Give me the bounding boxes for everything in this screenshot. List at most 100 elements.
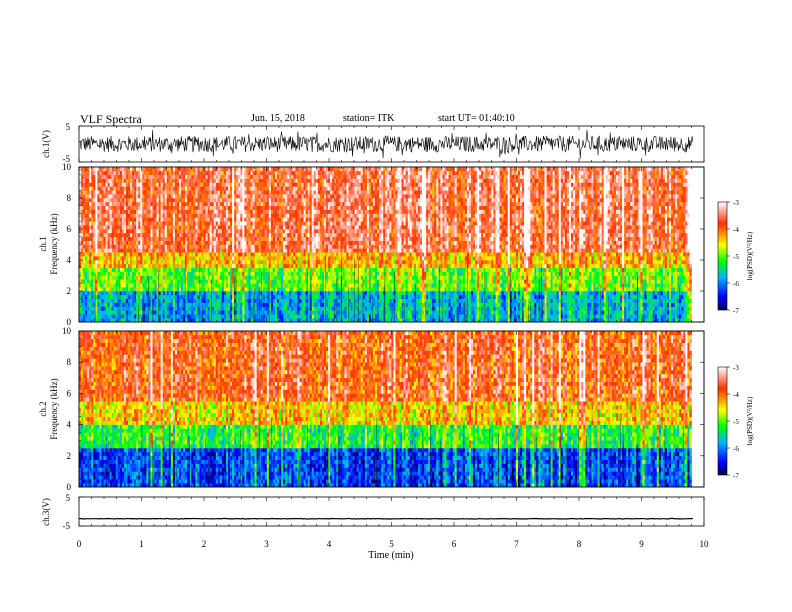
spectrogram-cell bbox=[236, 303, 238, 307]
spectrogram-cell bbox=[124, 233, 126, 237]
spectrogram-cell bbox=[146, 245, 148, 249]
spectrogram-cell bbox=[230, 233, 232, 237]
spectrogram-cell bbox=[236, 287, 238, 291]
spectrogram-cell bbox=[214, 241, 216, 245]
spectrogram-cell bbox=[206, 183, 208, 187]
spectrogram-cell bbox=[210, 171, 212, 175]
spectrogram-cell bbox=[177, 283, 179, 287]
spectrogram-cell bbox=[199, 183, 201, 187]
spectrogram-cell bbox=[289, 252, 291, 256]
spectrogram-cell bbox=[265, 310, 267, 314]
spectrogram-cell bbox=[128, 186, 130, 190]
spectrogram-cell bbox=[255, 241, 257, 245]
spectrogram-cell bbox=[89, 268, 91, 272]
spectrogram-cell bbox=[83, 233, 85, 237]
spectrogram-cell bbox=[295, 314, 297, 318]
spectrogram-cell bbox=[295, 279, 297, 283]
spectrogram-cell bbox=[197, 303, 199, 307]
spectrogram-cell bbox=[91, 307, 93, 311]
spectrogram-cell bbox=[95, 233, 97, 237]
spectrogram-cell bbox=[134, 287, 136, 291]
spectrogram-cell bbox=[300, 194, 302, 198]
spectrogram-cell bbox=[204, 221, 206, 225]
spectrogram-cell bbox=[171, 210, 173, 214]
spectrogram-cell bbox=[218, 314, 220, 318]
spectrogram-cell bbox=[240, 186, 242, 190]
spectrogram-cell bbox=[91, 190, 93, 194]
spectrogram-cell bbox=[232, 245, 234, 249]
spectrogram-cell bbox=[218, 217, 220, 221]
spectrogram-cell bbox=[171, 183, 173, 187]
spectrogram-cell bbox=[228, 272, 230, 276]
spectrogram-cell bbox=[175, 264, 177, 268]
spectrogram-cell bbox=[83, 310, 85, 314]
spectrogram-cell bbox=[206, 264, 208, 268]
spectrogram-cell bbox=[306, 190, 308, 194]
spectrogram-cell bbox=[101, 248, 103, 252]
spectrogram-cell bbox=[167, 307, 169, 311]
spectrogram-cell bbox=[210, 256, 212, 260]
spectrogram-cell bbox=[193, 283, 195, 287]
spectrogram-cell bbox=[226, 260, 228, 264]
spectrogram-cell bbox=[277, 303, 279, 307]
spectrogram-cell bbox=[138, 268, 140, 272]
spectrogram-cell bbox=[187, 291, 189, 295]
spectrogram-cell bbox=[312, 217, 314, 221]
spectrogram-cell bbox=[314, 183, 316, 187]
spectrogram-cell bbox=[246, 314, 248, 318]
spectrogram-cell bbox=[310, 194, 312, 198]
spectrogram-cell bbox=[244, 202, 246, 206]
spectrogram-cell bbox=[240, 291, 242, 295]
spectrogram-cell bbox=[104, 198, 106, 202]
spectrogram-cell bbox=[246, 233, 248, 237]
spectrogram-cell bbox=[220, 287, 222, 291]
spectrogram-cell bbox=[312, 183, 314, 187]
spectrogram-cell bbox=[236, 276, 238, 280]
spectrogram-cell bbox=[116, 248, 118, 252]
spectrogram-cell bbox=[124, 175, 126, 179]
spectrogram-cell bbox=[232, 206, 234, 210]
spectrogram-cell bbox=[316, 264, 318, 268]
spectrogram-cell bbox=[167, 186, 169, 190]
spectrogram-cell bbox=[130, 210, 132, 214]
spectrogram-cell bbox=[275, 167, 277, 171]
spectrogram-cell bbox=[130, 245, 132, 249]
spectrogram-cell bbox=[195, 175, 197, 179]
spectrogram-cell bbox=[104, 264, 106, 268]
spectrogram-cell bbox=[300, 198, 302, 202]
spectrogram-cell bbox=[112, 314, 114, 318]
spectrogram-cell bbox=[195, 229, 197, 233]
spectrogram-cell bbox=[291, 256, 293, 260]
spectrogram-cell bbox=[83, 214, 85, 218]
spectrogram-cell bbox=[112, 299, 114, 303]
spectrogram-cell bbox=[83, 252, 85, 256]
spectrogram-cell bbox=[169, 260, 171, 264]
spectrogram-cell bbox=[293, 260, 295, 264]
spectrogram-cell bbox=[318, 214, 320, 218]
spectrogram-cell bbox=[183, 241, 185, 245]
spectrogram-cell bbox=[81, 268, 83, 272]
spectrogram-cell bbox=[153, 287, 155, 291]
spectrogram-cell bbox=[197, 233, 199, 237]
spectrogram-cell bbox=[316, 225, 318, 229]
spectrogram-cell bbox=[214, 256, 216, 260]
spectrogram-cell bbox=[224, 283, 226, 287]
spectrogram-cell bbox=[216, 167, 218, 171]
spectrogram-cell bbox=[302, 241, 304, 245]
spectrogram-cell bbox=[183, 190, 185, 194]
spectrogram-cell bbox=[285, 287, 287, 291]
spectrogram-cell bbox=[316, 221, 318, 225]
spectrogram-cell bbox=[202, 299, 204, 303]
spectrogram-cell bbox=[104, 252, 106, 256]
spectrogram-cell bbox=[116, 299, 118, 303]
spectrogram-cell bbox=[312, 229, 314, 233]
spectrogram-cell bbox=[324, 241, 326, 245]
spectrogram-cell bbox=[85, 279, 87, 283]
spectrogram-cell bbox=[191, 276, 193, 280]
spectrogram-cell bbox=[83, 167, 85, 171]
spectrogram-cell bbox=[159, 283, 161, 287]
spectrogram-cell bbox=[275, 314, 277, 318]
spectrogram-cell bbox=[157, 241, 159, 245]
spectrogram-cell bbox=[101, 295, 103, 299]
spectrogram-cell bbox=[101, 190, 103, 194]
